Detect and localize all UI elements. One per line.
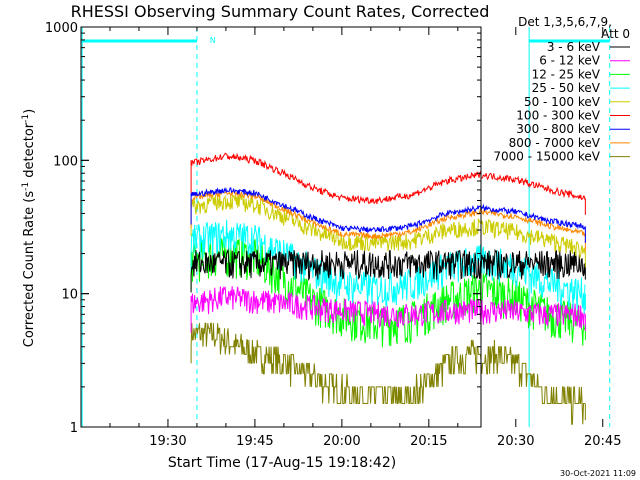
y-tick-label: 1 (70, 421, 78, 436)
legend-label: 800 - 7000 keV (509, 136, 601, 150)
x-tick-label: 20:00 (323, 434, 360, 449)
y-tick-label: 100 (53, 154, 78, 169)
y-axis-label-part: detector (22, 122, 37, 182)
series-line (190, 219, 586, 314)
x-tick-label: 20:30 (497, 434, 534, 449)
series-line (190, 237, 586, 348)
legend-label: 6 - 12 keV (539, 54, 601, 68)
y-axis-label-part: ) (22, 109, 37, 114)
series-line (190, 248, 586, 293)
y-axis-label: Corrected Count Rate (s-1 detector-1) (21, 109, 37, 347)
x-axis-label: Start Time (17-Aug-15 19:18:42) (168, 455, 396, 471)
x-tick-label: 20:45 (584, 434, 621, 449)
y-axis-label-sup: -1 (21, 114, 31, 123)
x-tick-label: 19:30 (149, 434, 186, 449)
y-tick-label: 1000 (45, 21, 78, 36)
y-tick-label: 10 (61, 288, 78, 303)
x-tick-label: 20:15 (410, 434, 447, 449)
series-line (190, 193, 586, 260)
series-line (190, 322, 585, 425)
series-line (190, 286, 586, 333)
series-line (190, 186, 586, 234)
night-marker: N (210, 36, 216, 45)
y-axis-label-sup: -1 (21, 182, 31, 191)
axes-frame (80, 26, 482, 428)
y-axis-label-part: Corrected Count Rate (s (22, 191, 37, 348)
legend-label: 300 - 800 keV (516, 122, 600, 136)
series-line (190, 190, 586, 241)
series-line (190, 152, 586, 205)
footer-date: 30-Oct-2021 11:09 (560, 469, 636, 478)
plot-area: N 1 10 100 1000 19:30 19:45 20:00 20:15 20:30 20:4… (45, 21, 622, 449)
legend-label: 12 - 25 keV (532, 67, 601, 81)
legend-label: 7000 - 15000 keV (493, 150, 600, 164)
legend-label: 50 - 100 keV (524, 95, 601, 109)
legend-header-2: Att 0 (601, 27, 630, 41)
legend-label: 100 - 300 keV (516, 109, 600, 123)
chart-title: RHESSI Observing Summary Count Rates, Co… (71, 2, 490, 21)
legend-label: 25 - 50 keV (532, 81, 601, 95)
legend-label: 3 - 6 keV (547, 40, 601, 54)
legend-header-1: Det 1,3,5,6,7,9, (518, 15, 612, 29)
x-tick-label: 19:45 (236, 434, 273, 449)
